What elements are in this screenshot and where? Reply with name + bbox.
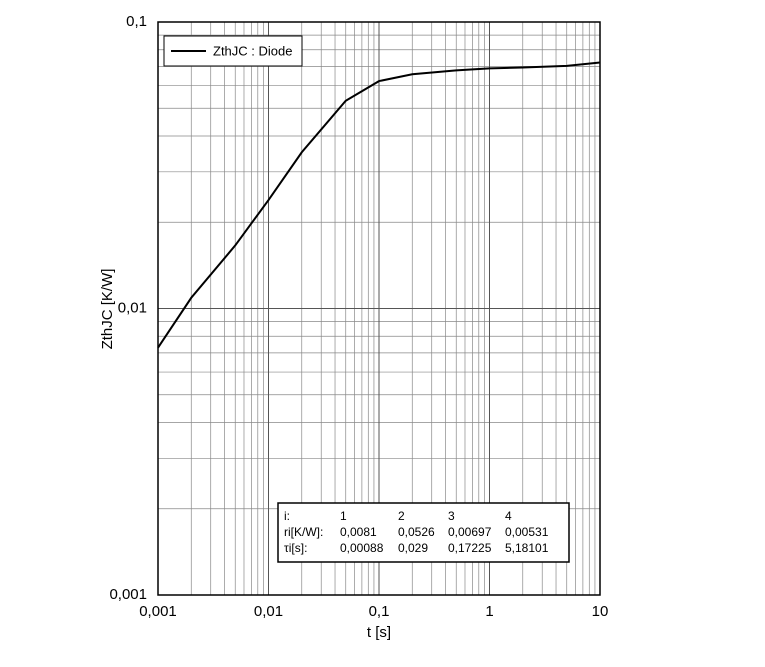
x-tick-label: 10: [592, 603, 609, 620]
x-tick-label: 0,001: [139, 603, 177, 620]
table-cell: 0,00088: [340, 541, 384, 555]
x-tick-label: 0,01: [254, 603, 283, 620]
legend-label: ZthJC : Diode: [213, 43, 292, 58]
table-cell: 0,00531: [505, 525, 549, 539]
y-tick-label: 0,01: [118, 299, 147, 316]
table-cell: 0,0081: [340, 525, 377, 539]
x-tick-label: 1: [485, 603, 493, 620]
table-cell: 0,029: [398, 541, 428, 555]
table-cell: 1: [340, 509, 347, 523]
table-cell: 0,0526: [398, 525, 435, 539]
table-cell: 5,18101: [505, 541, 549, 555]
table-cell: 3: [448, 509, 455, 523]
y-tick-label: 0,1: [126, 13, 147, 30]
table-cell: τi[s]:: [284, 541, 307, 555]
line-series: [157, 61, 601, 349]
table-cell: 4: [505, 509, 512, 523]
x-tick-label: 0,1: [369, 603, 390, 620]
table-cell: i:: [284, 509, 290, 523]
table-cell: 0,17225: [448, 541, 492, 555]
table-cell: 2: [398, 509, 405, 523]
plot-frame: [157, 21, 601, 596]
x-axis-label: t [s]: [367, 624, 391, 641]
table-cell: 0,00697: [448, 525, 492, 539]
table-box: [277, 502, 570, 563]
y-tick-label: 0,001: [109, 586, 147, 603]
y-axis-label: ZthJC [K/W]: [99, 269, 116, 350]
table-cell: ri[K/W]:: [284, 525, 323, 539]
